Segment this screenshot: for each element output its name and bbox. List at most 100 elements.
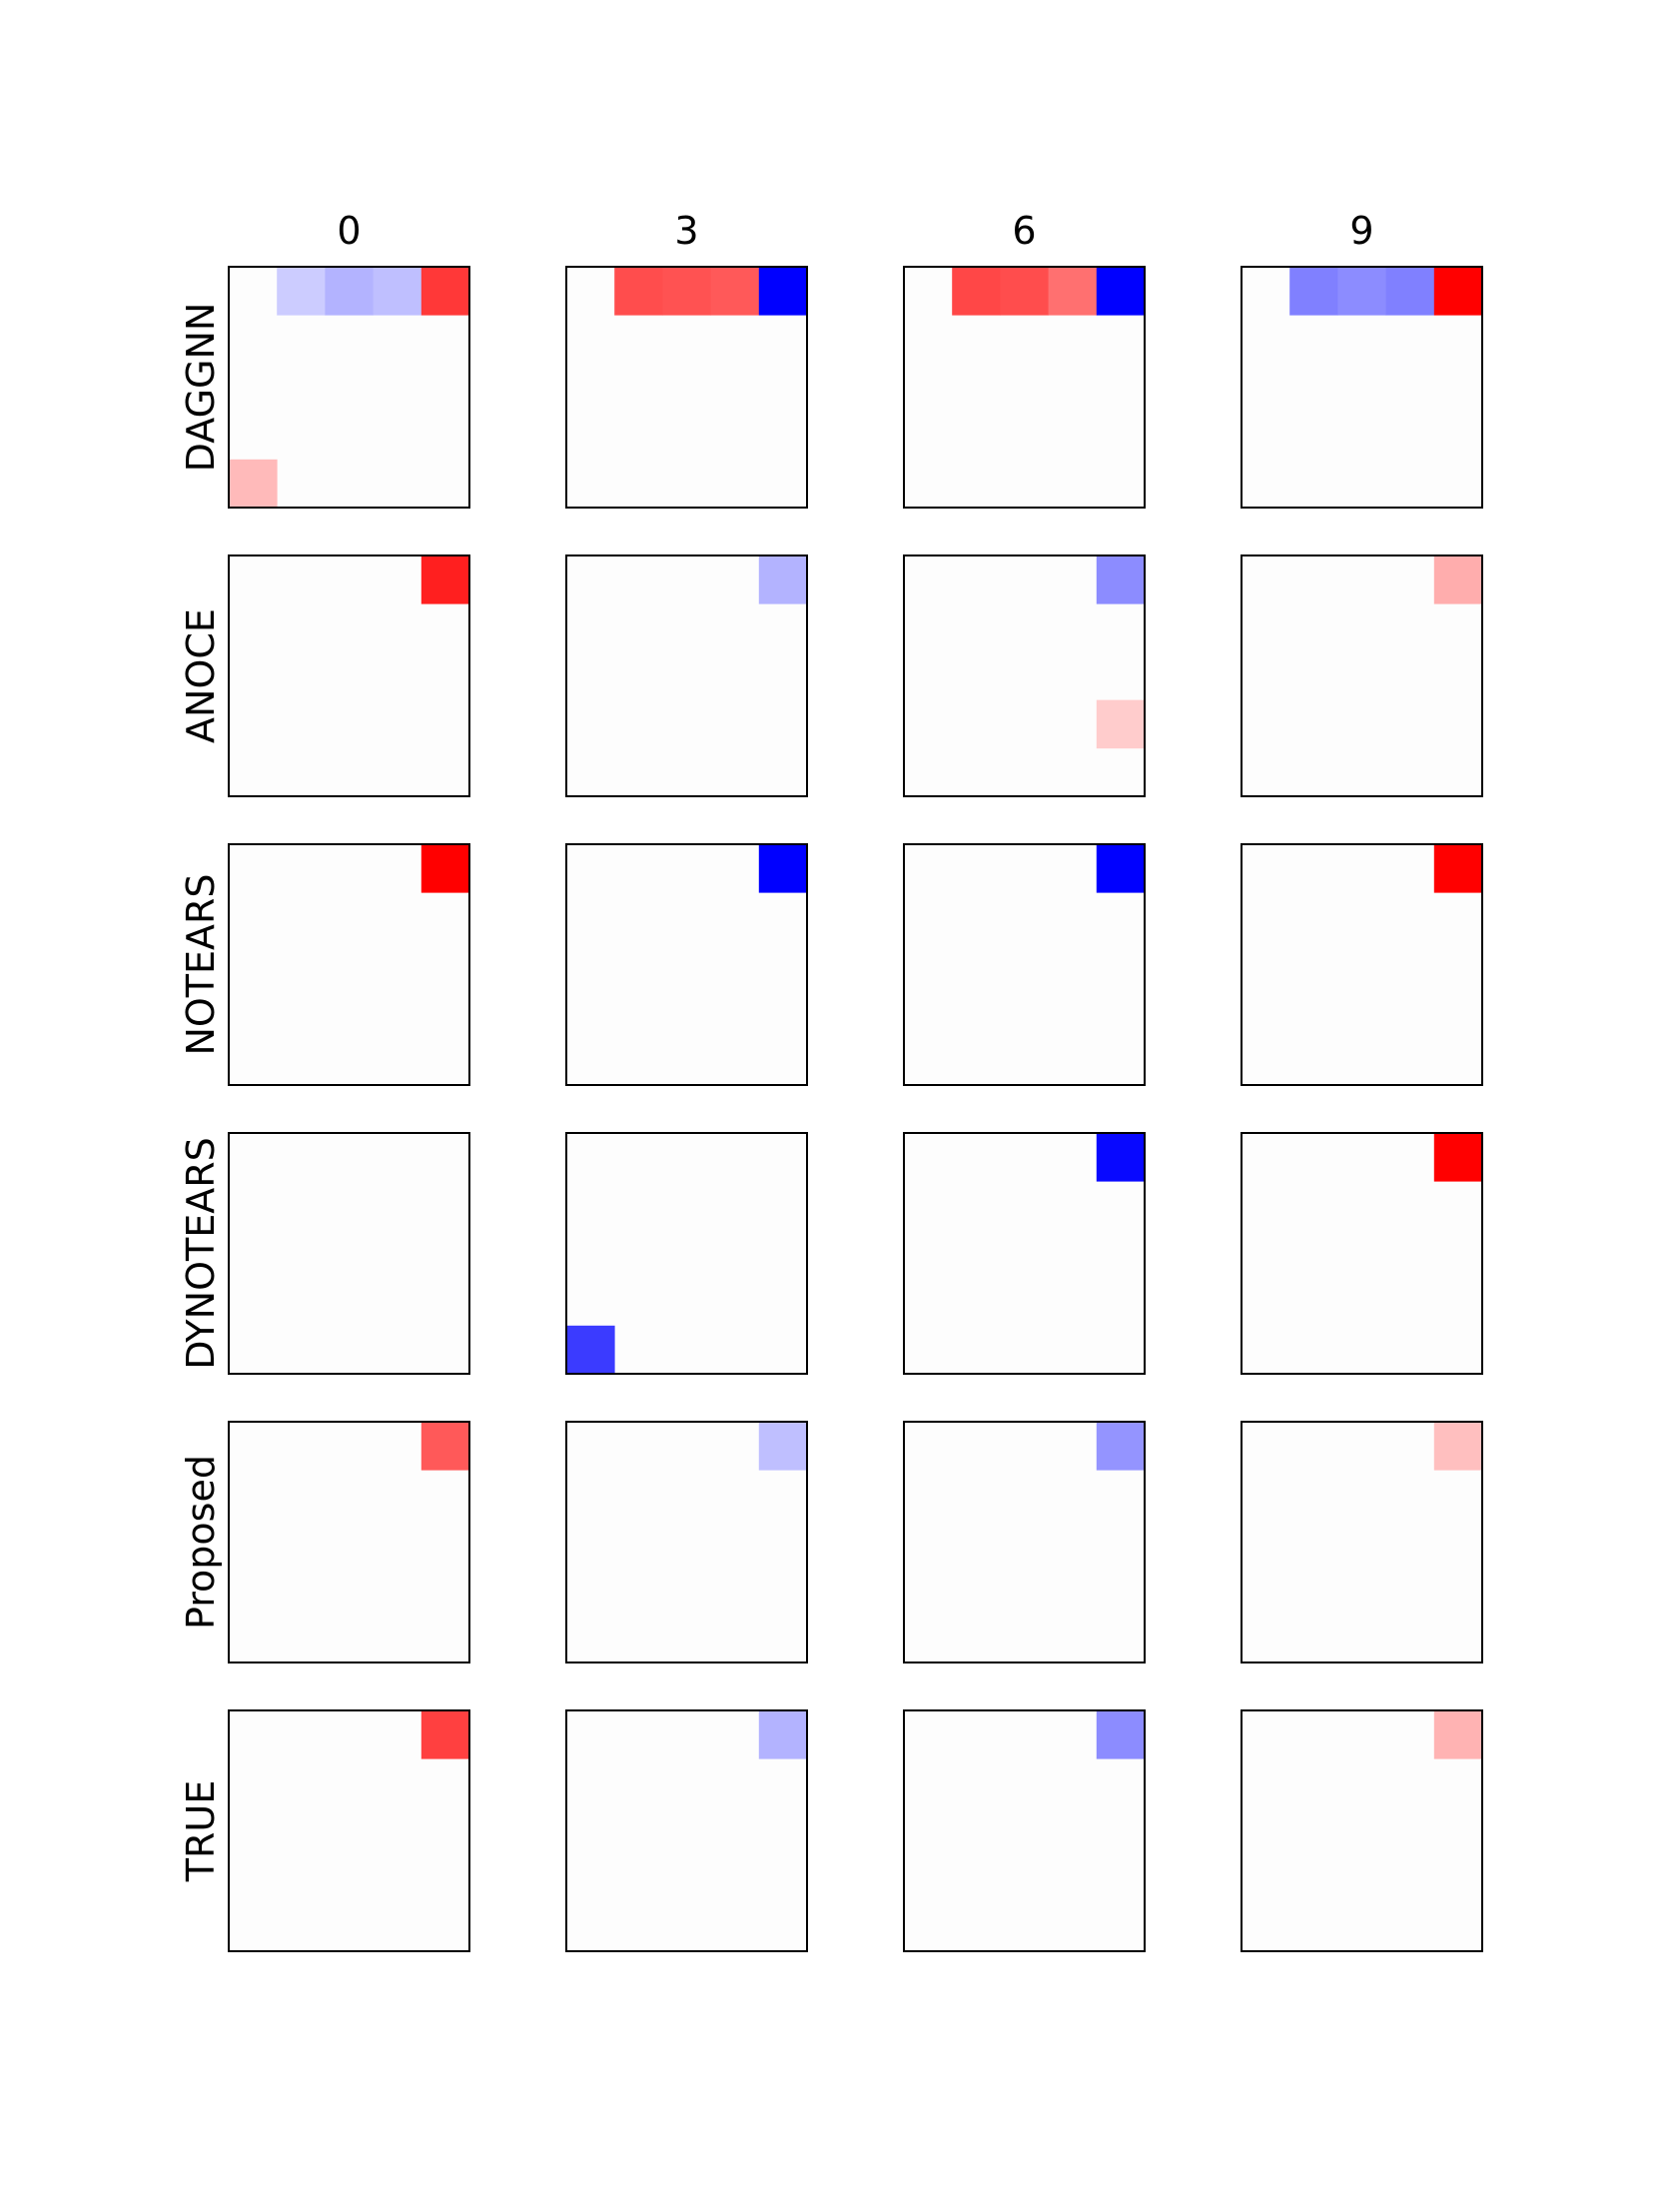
- heatmap-panel-proposed-9: [1241, 1421, 1483, 1663]
- heatmap-panel-true-6: [903, 1709, 1146, 1952]
- heatmap-panel-proposed-3: [565, 1421, 808, 1663]
- heatmap-cell-r0-c2: [1337, 267, 1386, 316]
- heatmap-panel-notears-9: [1241, 843, 1483, 1086]
- panel-frame: [565, 1709, 808, 1952]
- col-title-2: 6: [1012, 209, 1036, 253]
- heatmap-cell-r0-c4: [420, 844, 470, 893]
- row-title-1: ANOCE: [179, 608, 223, 743]
- panel-frame: [903, 1132, 1146, 1375]
- heatmap-cell-r0-c2: [1000, 267, 1049, 316]
- heatmap-panel-anoce-9: [1241, 554, 1483, 797]
- heatmap-cell-r0-c4: [1096, 555, 1146, 604]
- heatmap-cell-r0-c4: [1433, 1422, 1483, 1471]
- heatmap-panel-notears-0: [228, 843, 470, 1086]
- col-title-3: 9: [1349, 209, 1373, 253]
- heatmap-cell-r0-c4: [1433, 555, 1483, 604]
- column-titles: 0 3 6 9: [337, 209, 1373, 253]
- heatmap-panel-true-9: [1241, 1709, 1483, 1952]
- row-title-0: DAGGNN: [179, 303, 223, 473]
- heatmap-panel-true-3: [565, 1709, 808, 1952]
- heatmap-panel-proposed-0: [228, 1421, 470, 1663]
- panel-background: [229, 1133, 469, 1374]
- panel-frame: [565, 554, 808, 797]
- heatmap-cell-r3-c4: [1096, 699, 1146, 749]
- heatmap-cell-r0-c4: [758, 267, 808, 316]
- heatmap-cell-r0-c4: [758, 1422, 808, 1471]
- heatmap-panel-notears-6: [903, 843, 1146, 1086]
- panel-frame: [903, 843, 1146, 1086]
- heatmap-cell-r0-c4: [420, 1710, 470, 1759]
- heatmap-cell-r0-c4: [1433, 844, 1483, 893]
- panel-frame: [228, 1709, 470, 1952]
- row-title-3: DYNOTEARS: [179, 1137, 223, 1369]
- panel-frame: [565, 266, 808, 509]
- heatmap-panel-daggnn-9: [1241, 266, 1483, 509]
- col-title-0: 0: [337, 209, 361, 253]
- heatmap-panel-anoce-3: [565, 554, 808, 797]
- heatmap-cell-r0-c1: [614, 267, 663, 316]
- heatmap-cell-r0-c4: [1096, 1710, 1146, 1759]
- row-title-2: NOTEARS: [179, 873, 223, 1055]
- heatmap-cell-r0-c4: [758, 844, 808, 893]
- heatmap-cell-r0-c1: [1289, 267, 1338, 316]
- heatmap-cell-r0-c3: [1385, 267, 1435, 316]
- heatmap-panel-daggnn-0: [228, 266, 470, 509]
- heatmap-panel-daggnn-3: [565, 266, 808, 509]
- panel-frame: [565, 1132, 808, 1375]
- panel-frame: [1241, 554, 1483, 797]
- heatmap-panel-dynotears-0: [228, 1132, 470, 1375]
- heatmap-cell-r0-c1: [952, 267, 1001, 316]
- panel-frame: [228, 843, 470, 1086]
- heatmap-panel-dynotears-3: [565, 1132, 808, 1375]
- heatmap-cell-r0-c4: [420, 267, 470, 316]
- heatmap-cell-r0-c4: [420, 555, 470, 604]
- panel-frame: [1241, 1421, 1483, 1663]
- row-title-4: Proposed: [179, 1455, 223, 1630]
- heatmap-cell-r0-c4: [1433, 1710, 1483, 1759]
- panel-frame: [1241, 266, 1483, 509]
- heatmap-cell-r0-c4: [758, 1710, 808, 1759]
- heatmap-cell-r0-c1: [277, 267, 326, 316]
- panel-frame: [228, 1421, 470, 1663]
- heatmap-panel-dynotears-6: [903, 1132, 1146, 1375]
- panel-frame: [565, 1421, 808, 1663]
- panel-frame: [228, 266, 470, 509]
- heatmap-cell-r0-c3: [710, 267, 760, 316]
- heatmap-cell-r0-c2: [325, 267, 374, 316]
- heatmap-cell-r0-c4: [758, 555, 808, 604]
- heatmap-panel-anoce-6: [903, 554, 1146, 797]
- heatmap-cell-r4-c0: [229, 459, 278, 509]
- col-title-1: 3: [674, 209, 698, 253]
- heatmap-panel-proposed-6: [903, 1421, 1146, 1663]
- panel-frame: [1241, 843, 1483, 1086]
- heatmap-panels: [228, 266, 1483, 1952]
- panel-frame: [228, 1132, 470, 1375]
- heatmap-cell-r0-c4: [1096, 844, 1146, 893]
- heatmap-panel-daggnn-6: [903, 266, 1146, 509]
- heatmap-panel-anoce-0: [228, 554, 470, 797]
- heatmap-cell-r4-c0: [566, 1325, 615, 1375]
- row-titles: DAGGNN ANOCE NOTEARS DYNOTEARS Proposed …: [179, 303, 223, 1883]
- panel-frame: [565, 843, 808, 1086]
- heatmap-cell-r0-c3: [1048, 267, 1098, 316]
- panel-frame: [1241, 1709, 1483, 1952]
- heatmap-cell-r0-c4: [1433, 1133, 1483, 1182]
- panel-frame: [903, 1421, 1146, 1663]
- heatmap-cell-r0-c3: [373, 267, 422, 316]
- heatmap-cell-r0-c2: [662, 267, 711, 316]
- heatmap-panel-notears-3: [565, 843, 808, 1086]
- heatmap-panel-true-0: [228, 1709, 470, 1952]
- heatmap-cell-r0-c4: [420, 1422, 470, 1471]
- heatmap-cell-r0-c4: [1096, 1133, 1146, 1182]
- heatmap-cell-r0-c4: [1096, 1422, 1146, 1471]
- heatmap-cell-r0-c4: [1096, 267, 1146, 316]
- panel-frame: [228, 554, 470, 797]
- panel-frame: [903, 1709, 1146, 1952]
- heatmap-panel-dynotears-9: [1241, 1132, 1483, 1375]
- panel-frame: [903, 554, 1146, 797]
- row-title-5: TRUE: [179, 1780, 223, 1882]
- panel-frame: [903, 266, 1146, 509]
- heatmap-cell-r0-c4: [1433, 267, 1483, 316]
- panel-frame: [1241, 1132, 1483, 1375]
